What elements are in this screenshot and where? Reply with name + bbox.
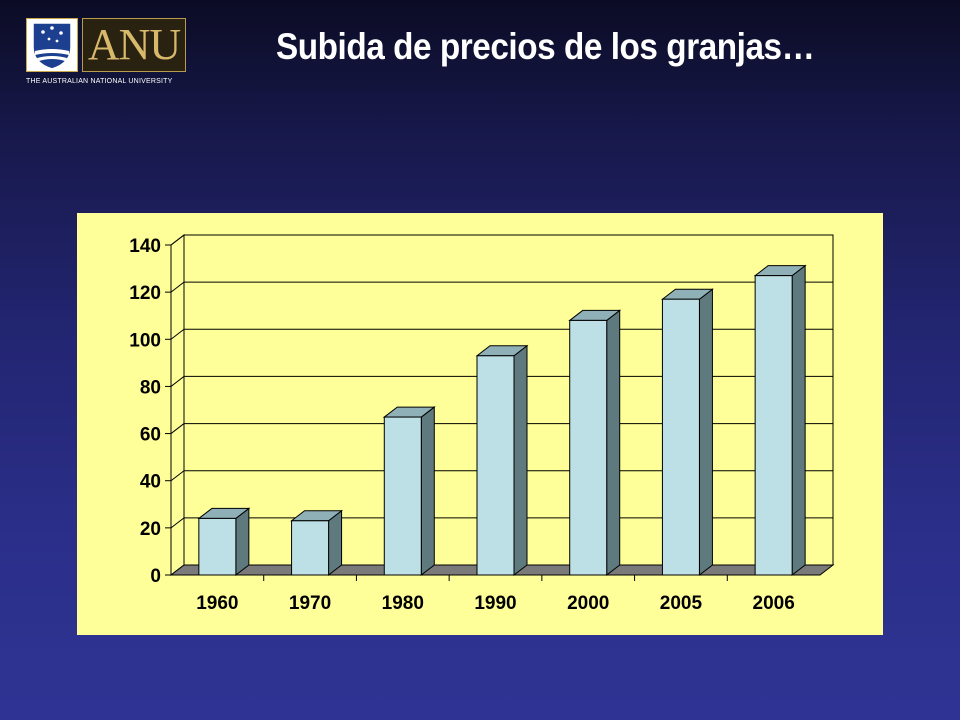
bar-side	[606, 309, 621, 577]
gridline-diagonal	[170, 281, 185, 293]
bar-side	[791, 264, 806, 577]
y-tick-label: 60	[140, 425, 161, 446]
gridline-diagonal	[170, 328, 185, 340]
x-category-label: 1960	[196, 593, 238, 614]
anu-wordmark-text: ANU	[87, 20, 181, 69]
x-category-label: 2000	[567, 593, 609, 614]
y-tick-label: 140	[129, 236, 161, 257]
x-category-label: 1970	[289, 593, 331, 614]
gridline-diagonal	[170, 234, 185, 246]
plot-side-wall	[170, 233, 185, 577]
bar-2006	[754, 275, 793, 576]
bar-1990	[476, 355, 515, 576]
anu-wordmark: ANU	[82, 18, 186, 72]
y-tick-label: 120	[129, 283, 161, 304]
bar-chart: 0 20 40 60 80 100 120 140 1960 1970 1980 1990 2000 20…	[129, 233, 835, 614]
x-category-label: 2005	[660, 593, 703, 614]
bar-side	[328, 509, 343, 577]
bar-2000	[569, 319, 608, 576]
bar-1960	[198, 517, 237, 576]
x-category-label: 2006	[753, 593, 795, 614]
gridline-diagonal	[170, 376, 185, 387]
bar-1980	[383, 416, 422, 576]
bar-side	[698, 288, 713, 577]
anu-crest-icon	[26, 18, 78, 72]
y-tick-label: 0	[150, 566, 161, 587]
university-name: THE AUSTRALIAN NATIONAL UNIVERSITY	[26, 78, 173, 85]
bar-1970	[291, 520, 330, 576]
y-tick-label: 80	[140, 377, 161, 398]
x-category-label: 1980	[382, 593, 424, 614]
bar-side	[235, 507, 250, 577]
gridline-diagonal	[170, 423, 185, 434]
bar-2005	[661, 298, 700, 576]
x-category-label: 1990	[474, 593, 516, 614]
bar-side	[513, 344, 528, 577]
bar-side	[420, 406, 435, 577]
gridline-diagonal	[170, 517, 185, 529]
gridline-diagonal	[170, 470, 185, 482]
anu-logo: ANU THE AUSTRALIAN NATIONAL UNIVERSITY	[26, 18, 190, 88]
slide-title: Subida de precios de los granjas…	[276, 26, 815, 67]
y-tick-label: 100	[129, 330, 161, 351]
y-tick-label: 40	[140, 472, 161, 493]
chart-panel: 0 20 40 60 80 100 120 140 1960 1970 1980 1990 2000 20…	[77, 213, 883, 635]
y-tick-label: 20	[140, 519, 161, 540]
